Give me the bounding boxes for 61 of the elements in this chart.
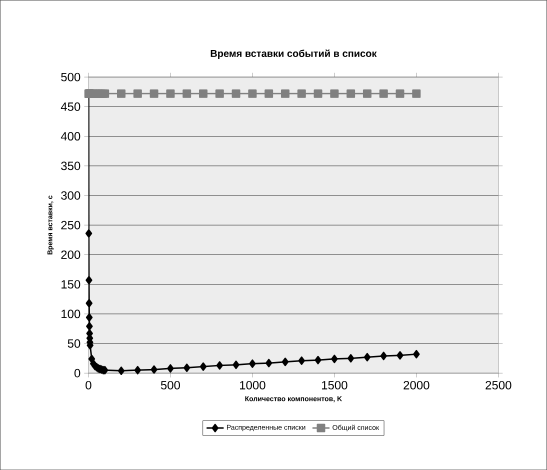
y-tick-label: 0 [74,368,80,378]
point [86,313,93,322]
point [396,351,404,360]
point [150,89,158,98]
point [118,366,125,375]
y-tick-label: 200 [61,250,80,259]
y-tick-label: 50 [68,339,80,348]
x-tick-label: 0 [86,380,92,390]
point [167,364,174,373]
point [134,366,142,374]
point [215,89,224,98]
y-tick-label: 150 [62,280,80,288]
point [412,89,421,98]
point [117,89,126,98]
x-tick-label: 1500 [322,380,348,390]
point [249,359,256,368]
y-tick-label: 350 [61,162,80,170]
point [183,363,190,372]
point [282,358,289,366]
x-tick-label: 500 [160,380,180,390]
point [86,276,92,284]
point [331,354,338,364]
y-tick-label: 500 [61,72,80,82]
point [314,89,322,98]
point [264,89,274,98]
point [280,89,290,98]
point [314,356,322,364]
y-tick-label: 300 [61,191,80,200]
point [232,360,240,370]
point [346,89,356,98]
x-tick-label: 2000 [404,380,430,390]
point [86,298,92,308]
point [166,89,175,98]
point [330,89,339,98]
x-tick-label: 1000 [240,380,266,390]
point [86,322,93,331]
point [396,89,404,98]
point [265,358,272,368]
point [379,89,388,98]
y-tick-label: 450 [60,102,80,111]
x-tick-label: 2500 [486,380,512,390]
point [200,362,207,371]
point [150,365,158,374]
point [216,361,224,370]
point [232,89,240,98]
point [198,89,208,98]
point [248,89,257,98]
point [298,356,306,365]
y-tick-label: 250 [61,220,80,230]
point [362,89,372,98]
point [380,352,387,360]
point [85,229,92,238]
point [182,89,192,98]
point [347,354,354,363]
point [133,89,142,98]
y-tick-label: 100 [62,310,80,318]
point [413,350,420,358]
point [364,352,371,362]
chart-title: Время вставки событий в список [210,49,377,59]
point [297,89,306,98]
y-tick-label: 400 [60,132,80,140]
